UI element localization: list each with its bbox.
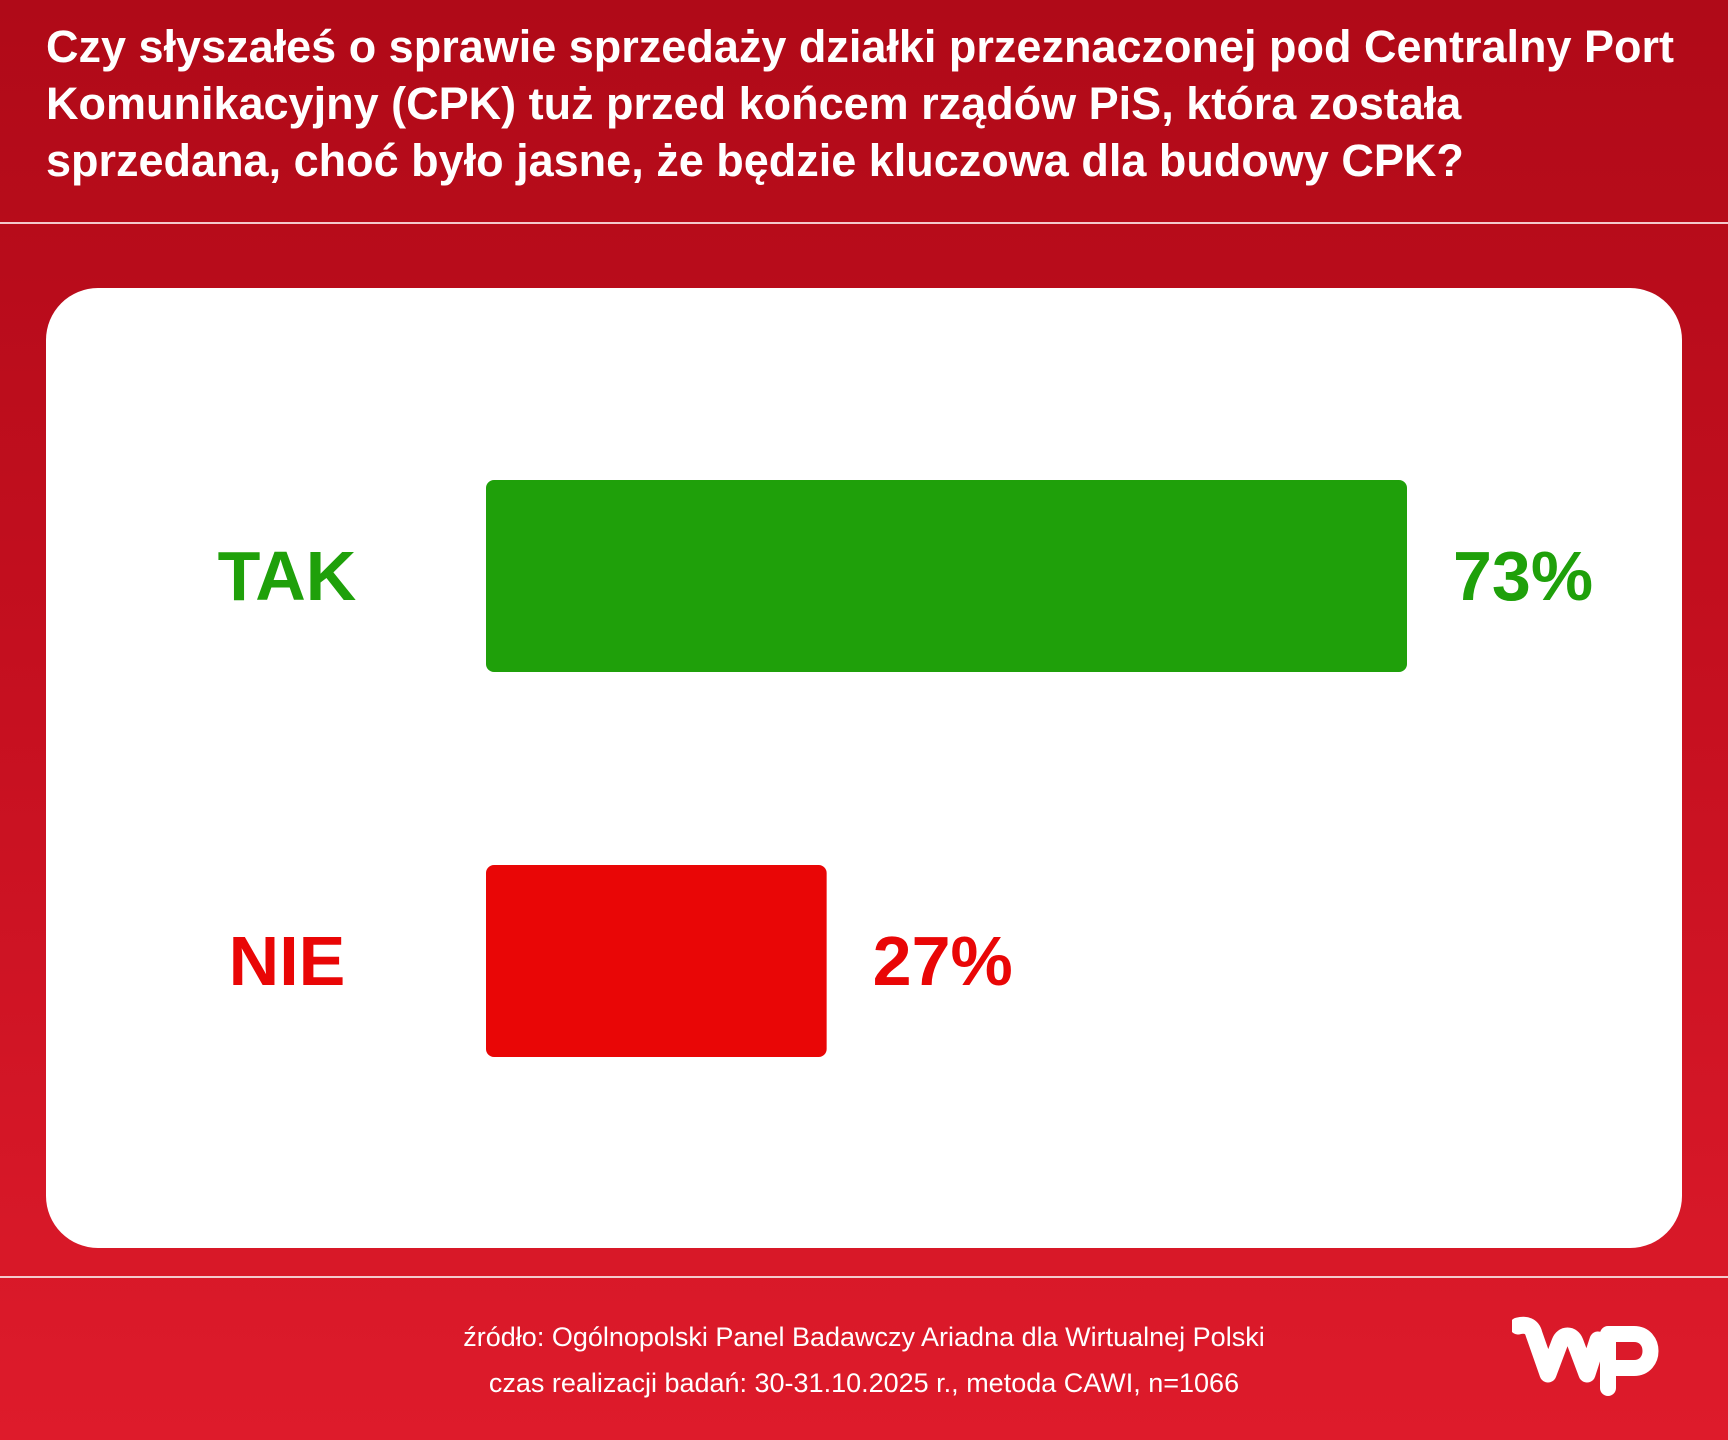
method-note: czas realizacji badań: 30-31.10.2025 r.,… (488, 1368, 1240, 1398)
footer-divider (0, 1276, 1728, 1278)
source-note: źródło: Ogólnopolski Panel Badawczy Aria… (463, 1322, 1265, 1352)
value-label-tak: 73% (1453, 537, 1593, 615)
category-label-tak: TAK (218, 537, 357, 615)
footer: źródło: Ogólnopolski Panel Badawczy Aria… (0, 1314, 1728, 1406)
value-label-nie: 27% (873, 922, 1013, 1000)
chart-card: TAK 73% NIE 27% (46, 288, 1682, 1248)
header-divider (0, 222, 1728, 224)
bar-nie (486, 865, 827, 1057)
category-label-nie: NIE (229, 922, 346, 1000)
wp-logo-icon (1512, 1316, 1659, 1396)
bar-chart: TAK 73% NIE 27% (218, 480, 1593, 1057)
bar-tak (486, 480, 1407, 672)
chart-title: Czy słyszałeś o sprawie sprzedaży działk… (46, 21, 1675, 186)
